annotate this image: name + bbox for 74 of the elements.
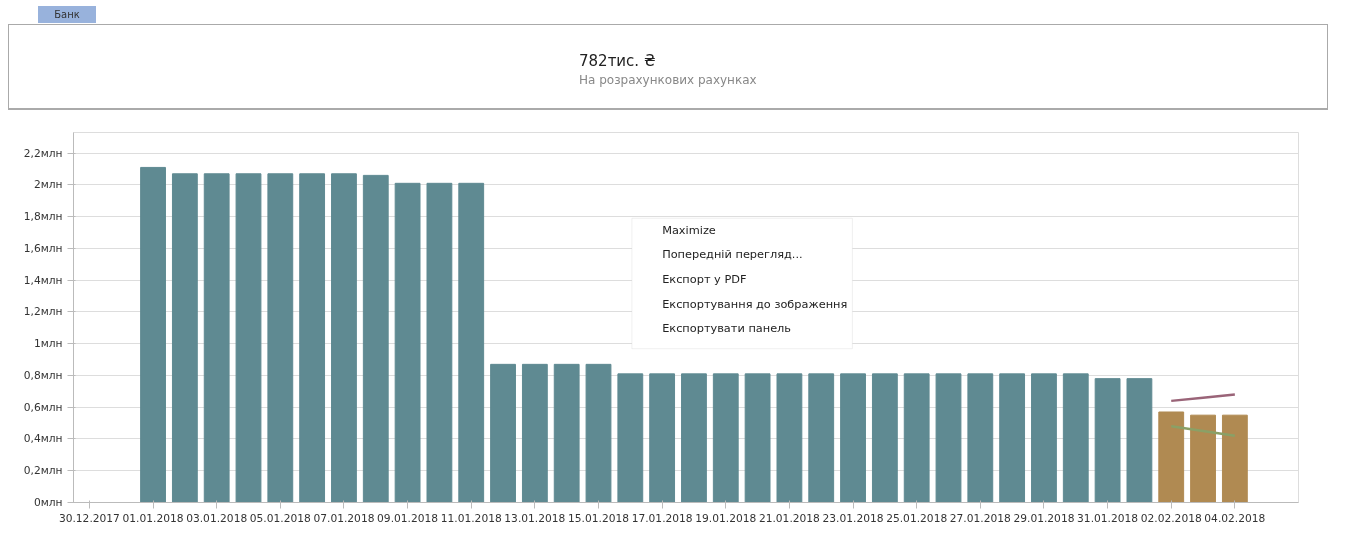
- x-tick-label: 19.01.2018: [695, 511, 757, 525]
- x-tick-label: 17.01.2018: [631, 511, 693, 525]
- bar: [1031, 373, 1057, 503]
- bar: [776, 373, 803, 503]
- bar: [1190, 414, 1216, 503]
- y-tick-label: 0,4млн: [23, 432, 63, 446]
- x-tick-label: 27.01.2018: [949, 511, 1012, 525]
- bar: [871, 373, 898, 503]
- x-tick-label: 02.02.2018: [1140, 511, 1202, 525]
- bar: [171, 173, 198, 503]
- bar: [617, 373, 644, 503]
- bar: [903, 373, 930, 503]
- bar: [140, 166, 166, 503]
- x-tick-label: 31.01.2018: [1077, 511, 1139, 525]
- x-tick-label: 30.12.2017: [58, 511, 120, 525]
- bar: [999, 373, 1026, 503]
- x-tick-label: 07.01.2018: [313, 511, 375, 525]
- x-tick-label: 09.01.2018: [377, 511, 439, 525]
- bar: [1126, 378, 1153, 503]
- y-tick-label: 1,2млн: [23, 305, 63, 319]
- bar: [649, 373, 676, 503]
- x-tick-label: 04.02.2018: [1204, 511, 1266, 525]
- annotation: Експортувати панель: [662, 321, 792, 336]
- y-tick-label: 0,2млн: [23, 464, 63, 478]
- bar: [235, 173, 262, 503]
- bar: [1158, 411, 1185, 503]
- bar: [362, 174, 389, 503]
- annotation: Експорт у PDF: [662, 271, 747, 286]
- text: Банк: [38, 6, 96, 23]
- y-tick-label: 1млн: [33, 337, 63, 351]
- bar: [299, 173, 326, 503]
- annotation: Попередній перегляд...: [662, 247, 803, 262]
- bar: [744, 373, 771, 503]
- x-tick-label: 13.01.2018: [504, 511, 566, 525]
- bar: [840, 373, 866, 503]
- x-tick-label: 01.01.2018: [122, 511, 184, 525]
- bar: [458, 182, 485, 503]
- x-tick-label: 23.01.2018: [822, 511, 884, 525]
- bar: [712, 373, 739, 503]
- bar: [553, 363, 580, 503]
- y-tick-label: 1,6млн: [23, 241, 63, 255]
- x-tick-label: 03.01.2018: [186, 511, 248, 525]
- bar: [331, 173, 357, 503]
- bar: [1221, 414, 1248, 503]
- bar: [681, 373, 707, 503]
- bar: [1094, 378, 1121, 503]
- chart-subtitle: На розрахункових рахунках: [579, 72, 757, 89]
- annotation: Експортування до зображення: [662, 296, 848, 311]
- bar: [1062, 373, 1089, 503]
- x-tick-label: 15.01.2018: [567, 511, 630, 525]
- bar: [967, 373, 994, 503]
- x-tick-label: 05.01.2018: [249, 511, 312, 525]
- y-tick-label: 2млн: [33, 178, 63, 192]
- y-tick-label: 1,4млн: [23, 273, 63, 287]
- x-tick-label: 21.01.2018: [758, 511, 821, 525]
- bar: [203, 173, 230, 503]
- y-tick-label: 0млн: [33, 496, 63, 509]
- bar: [585, 363, 612, 503]
- x-tick-label: 29.01.2018: [1013, 511, 1075, 525]
- bar: [394, 182, 421, 503]
- bar: [808, 373, 835, 503]
- bar: [426, 182, 453, 503]
- y-tick-label: 0,8млн: [23, 368, 63, 382]
- x-tick-label: 25.01.2018: [886, 511, 948, 525]
- x-tick-label: 11.01.2018: [440, 511, 502, 525]
- bar: [490, 363, 516, 503]
- bar: [935, 373, 962, 503]
- chart-title: 782тис. ₴: [579, 51, 656, 72]
- y-tick-label: 1,8млн: [23, 210, 63, 224]
- y-tick-label: 2,2млн: [23, 146, 63, 160]
- bar: [521, 363, 548, 503]
- bar: [267, 173, 294, 503]
- annotation: Maximize: [662, 222, 716, 237]
- y-tick-label: 0,6млн: [23, 400, 63, 414]
